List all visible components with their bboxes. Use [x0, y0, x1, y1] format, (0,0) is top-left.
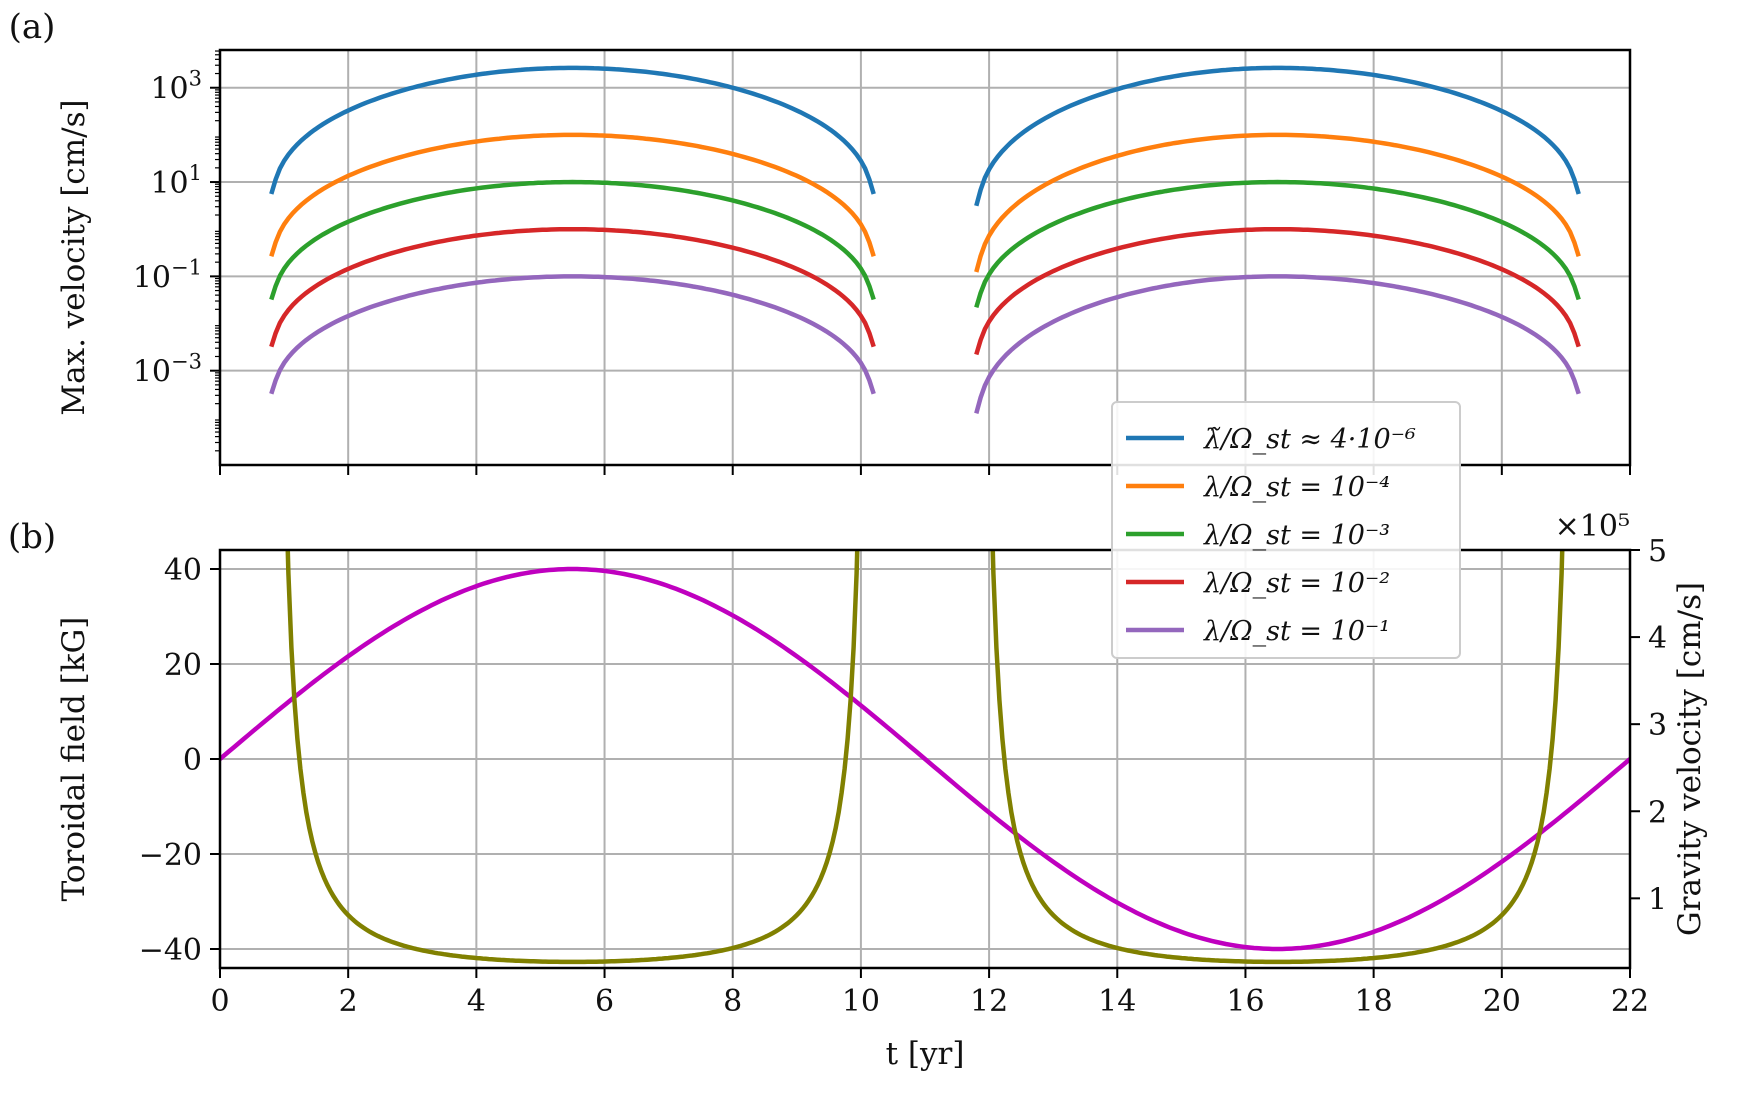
y-left-tick-label: −20	[139, 838, 202, 873]
legend-label: λ̃/Ω_st ≈ 4·10⁻⁶	[1203, 424, 1416, 455]
y-left-tick-label: −40	[139, 933, 202, 968]
x-tick-label: 6	[595, 984, 614, 1019]
legend: λ̃/Ω_st ≈ 4·10⁻⁶ λ/Ω_st = 10⁻⁴ λ/Ω_st = 10…	[1111, 401, 1461, 659]
series-line-a-0-cycle-1	[974, 65, 1581, 207]
x-tick-label: 14	[1098, 984, 1136, 1019]
y-left-tick-label: 40	[164, 553, 202, 588]
legend-label: λ/Ω_st = 10⁻²	[1203, 568, 1390, 599]
x-tick-label: 8	[723, 984, 742, 1019]
plot-frame-a	[218, 48, 1632, 467]
series-line-a-2-cycle-1	[974, 179, 1581, 309]
series-line-a-0-cycle-0	[269, 65, 876, 195]
x-tick-label: 16	[1226, 984, 1264, 1019]
panel-b: 0 2 4 6 8 10 12 14 16 18 20 22−40−200204012345×10⁵T…	[8, 509, 1708, 1072]
series-line-a-3-cycle-0	[269, 226, 876, 348]
x-tick-label: 2	[339, 984, 358, 1019]
y-axis-label-right: Gravity velocity [cm/s]	[1672, 582, 1708, 936]
legend-box	[1111, 401, 1461, 659]
x-axis-label: t [yr]	[886, 1036, 965, 1072]
series-line-a-4-cycle-1	[974, 274, 1581, 414]
y-right-tick-label: 4	[1648, 621, 1667, 656]
series-line-a-1-cycle-1	[974, 132, 1581, 273]
y-left-tick-label: 0	[183, 743, 202, 778]
y-right-tick-label: 3	[1648, 708, 1667, 743]
y-right-tick-label: 2	[1648, 795, 1667, 830]
x-tick-label: 22	[1611, 984, 1649, 1019]
x-tick-label: 4	[467, 984, 486, 1019]
x-tick-label: 0	[210, 984, 229, 1019]
series-line-a-2-cycle-0	[269, 179, 876, 301]
x-tick-label: 18	[1355, 984, 1393, 1019]
y-tick-label-a: 10−1	[133, 255, 202, 295]
y-axis-label-left: Toroidal field [kG]	[56, 617, 92, 902]
series-line-toroidal-field	[220, 566, 1630, 952]
x-tick-label: 20	[1483, 984, 1521, 1019]
y-tick-label-a: 10−3	[133, 350, 202, 390]
y-right-tick-label: 5	[1648, 534, 1667, 569]
series-line-a-4-cycle-0	[269, 274, 876, 395]
right-axis-multiplier: ×10⁵	[1555, 509, 1630, 544]
series-line-gravity-velocity-1	[990, 550, 1565, 965]
series-line-gravity-velocity-0	[285, 550, 860, 965]
y-axis-label-a: Max. velocity [cm/s]	[56, 99, 92, 415]
x-tick-label: 12	[970, 984, 1008, 1019]
legend-label: λ/Ω_st = 10⁻¹	[1203, 616, 1390, 647]
panel-label-a: (a)	[9, 7, 56, 47]
series-line-a-1-cycle-0	[269, 132, 876, 257]
panel-label-b: (b)	[8, 517, 56, 557]
series-line-a-3-cycle-1	[974, 226, 1581, 356]
legend-label: λ/Ω_st = 10⁻⁴	[1203, 472, 1390, 503]
panel-a: 10−3 10−1 101 103 Max. velocity [cm/s] (a)	[9, 7, 1632, 475]
y-tick-label-a: 103	[150, 67, 202, 107]
y-right-tick-label: 1	[1648, 882, 1667, 917]
y-left-tick-label: 20	[164, 648, 202, 683]
y-tick-label-a: 101	[150, 161, 202, 201]
legend-label: λ/Ω_st = 10⁻³	[1203, 520, 1390, 551]
x-tick-label: 10	[842, 984, 880, 1019]
